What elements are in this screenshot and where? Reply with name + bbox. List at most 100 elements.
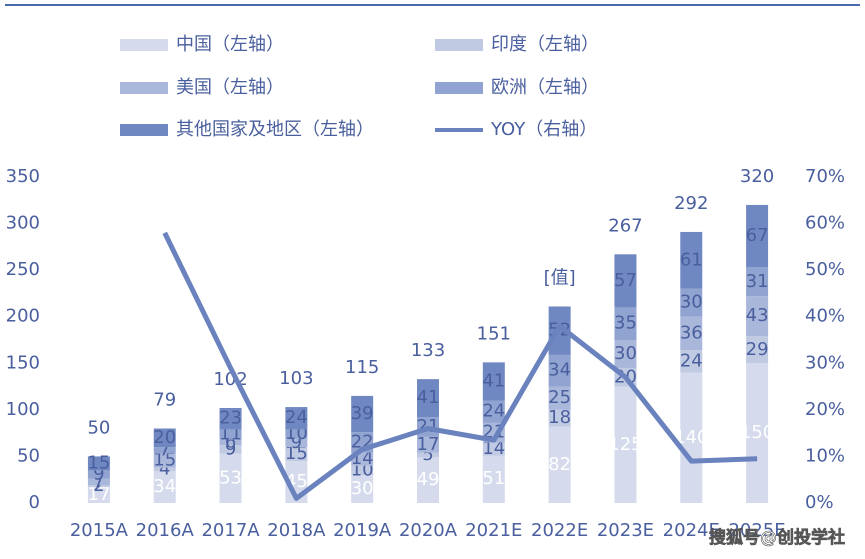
y-tick-label: 0 xyxy=(29,492,40,513)
data-label: 49 xyxy=(417,469,440,490)
data-label: 17 xyxy=(417,434,440,455)
data-label: 24 xyxy=(482,401,505,422)
bar-segment xyxy=(548,426,571,503)
data-label: 30 xyxy=(680,292,703,313)
data-label: 9 xyxy=(291,432,302,453)
yoy-line xyxy=(162,231,758,501)
bar-segment xyxy=(153,471,176,503)
data-label: 25 xyxy=(548,387,571,408)
data-label: 15 xyxy=(153,450,176,471)
x-tick-label: 2024E xyxy=(663,520,720,541)
bar-segment xyxy=(482,400,505,423)
data-label: 41 xyxy=(482,370,505,391)
bar-segment xyxy=(285,429,308,439)
bar-segment xyxy=(417,457,439,503)
data-label: 41 xyxy=(417,387,440,408)
bar-segment xyxy=(680,231,703,289)
y-tick-label: 50 xyxy=(17,445,40,466)
bar-segment xyxy=(87,456,110,471)
bar-segment xyxy=(746,204,769,268)
data-label: 125 xyxy=(608,434,642,455)
bar-segment xyxy=(285,407,308,430)
bar-segment xyxy=(680,372,703,503)
bar-segment xyxy=(87,485,110,488)
legend-label: 其他国家及地区（左轴） xyxy=(176,119,374,140)
bar-segment xyxy=(153,447,176,454)
data-label: 43 xyxy=(746,305,769,326)
bar-segment xyxy=(351,465,374,476)
total-label: 50 xyxy=(87,417,110,438)
bar-segment xyxy=(417,379,439,418)
y2-tick-label: 70% xyxy=(805,166,845,187)
data-label: 61 xyxy=(680,249,703,270)
bar-segment xyxy=(746,296,769,337)
bar-segment xyxy=(285,438,308,448)
legend-label: 美国（左轴） xyxy=(176,77,284,98)
data-label: 5 xyxy=(422,444,433,465)
bar-segment xyxy=(351,475,374,503)
total-label: 79 xyxy=(153,389,176,410)
bar-segment xyxy=(351,395,374,433)
bar-segment xyxy=(746,363,769,503)
bar-segment xyxy=(614,386,637,503)
legend-label: 印度（左轴） xyxy=(491,34,599,55)
data-label: 4 xyxy=(159,458,170,479)
data-label: 24 xyxy=(285,407,308,428)
data-label: 36 xyxy=(680,322,703,343)
bar-segment xyxy=(219,429,242,440)
data-label: 15 xyxy=(285,443,308,464)
data-label: 7 xyxy=(159,439,170,460)
bar-segment xyxy=(548,354,571,387)
bar-segment xyxy=(219,445,242,454)
x-tick-label: 2019A xyxy=(333,520,392,541)
y2-tick-label: 50% xyxy=(805,259,845,280)
bar-segment xyxy=(482,455,505,503)
bar-segment xyxy=(417,452,439,458)
data-label: 29 xyxy=(746,339,769,360)
data-label: 24 xyxy=(680,350,703,371)
data-label: 18 xyxy=(548,407,571,428)
y-tick-label: 300 xyxy=(6,213,40,234)
y-tick-label: 350 xyxy=(6,166,40,187)
y2-tick-label: 30% xyxy=(805,352,845,373)
data-label: 57 xyxy=(614,270,637,291)
data-label: 9 xyxy=(93,464,104,485)
data-label: 34 xyxy=(548,360,571,381)
bar-segment xyxy=(219,439,242,446)
data-label: 34 xyxy=(153,476,176,497)
legend-swatch xyxy=(120,124,168,136)
y2-tick-label: 40% xyxy=(805,306,845,327)
legend-swatch xyxy=(120,82,168,94)
bar-segment xyxy=(417,436,439,453)
bar-segment xyxy=(680,316,703,351)
data-label: 150 xyxy=(740,422,774,443)
bar-segment xyxy=(153,453,176,468)
y-tick-label: 100 xyxy=(6,399,40,420)
data-label: 7 xyxy=(93,471,104,492)
bar-segment xyxy=(285,447,308,462)
data-label: 30 xyxy=(614,343,637,364)
data-label: 39 xyxy=(351,403,374,424)
data-label: 2 xyxy=(93,475,104,496)
data-label: 67 xyxy=(746,225,769,246)
bar-segment xyxy=(614,307,637,340)
bar-segment xyxy=(680,350,703,373)
total-label: 103 xyxy=(279,368,313,389)
bar-segment xyxy=(87,487,110,503)
bar-segment xyxy=(482,362,505,401)
bar-segment xyxy=(746,267,769,297)
legend-label: 中国（左轴） xyxy=(176,34,284,55)
y2-tick-label: 0% xyxy=(805,492,834,513)
total-label: 133 xyxy=(411,340,445,361)
bar-segment xyxy=(87,478,110,486)
y-tick-label: 150 xyxy=(6,352,40,373)
bar-segment xyxy=(548,409,571,427)
bar-segment xyxy=(746,336,769,364)
data-label: 30 xyxy=(351,478,374,499)
data-label: 14 xyxy=(482,438,505,459)
y2-tick-label: 20% xyxy=(805,399,845,420)
total-label: 267 xyxy=(608,215,642,236)
total-label: [值] xyxy=(544,267,576,288)
x-tick-label: 2021E xyxy=(465,520,522,541)
